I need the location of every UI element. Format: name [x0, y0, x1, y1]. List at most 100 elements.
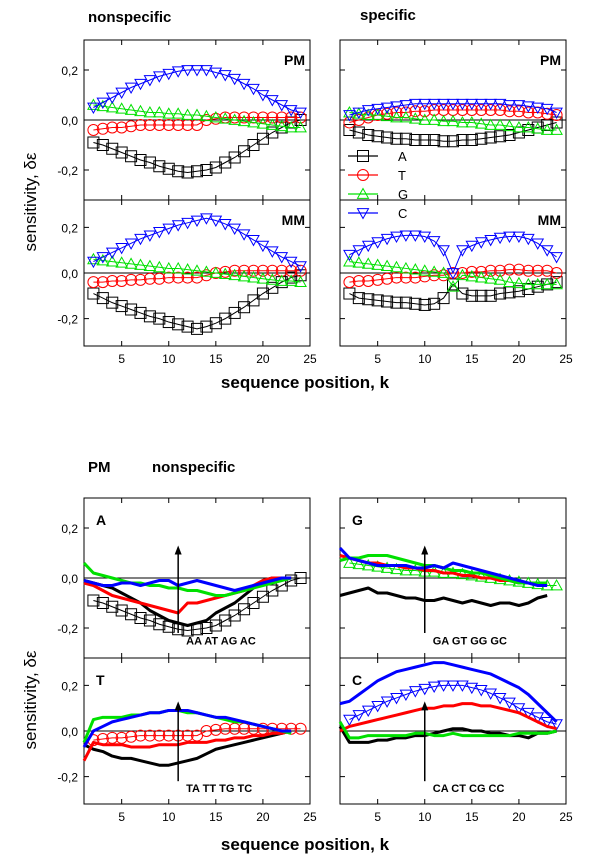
point-C	[503, 100, 516, 112]
point-C	[380, 102, 394, 115]
panel-tag: MM	[538, 212, 561, 228]
point-T	[275, 111, 288, 124]
point-A	[503, 129, 516, 141]
point-C	[474, 685, 488, 697]
point-C	[418, 98, 432, 111]
point-T	[106, 121, 119, 134]
point-T	[512, 105, 525, 118]
point-C	[124, 238, 138, 250]
y-tick-label: -0,2	[57, 622, 78, 636]
series-GA	[339, 586, 548, 607]
point-A	[409, 297, 422, 310]
point-G	[390, 260, 403, 273]
point-C	[437, 680, 450, 692]
panel-bottom-T: -0,2 0,0 0,2 5 10 15 20 25 T TA TT TG TC	[57, 657, 317, 824]
x-tick-label: 25	[559, 810, 573, 824]
point-G	[162, 107, 176, 119]
point-C	[361, 705, 375, 717]
point-C	[380, 233, 394, 246]
point-A	[247, 139, 260, 151]
point-C	[361, 240, 375, 253]
point-C	[352, 245, 366, 257]
point-G	[521, 277, 535, 290]
point-C	[284, 256, 298, 269]
point-C	[390, 231, 403, 244]
x-tick-label: 25	[303, 352, 317, 366]
point-G	[190, 108, 204, 120]
point-A	[134, 306, 147, 319]
point-T	[125, 273, 138, 286]
point-A	[228, 151, 241, 164]
point-A	[256, 132, 269, 145]
point-G	[265, 273, 279, 285]
point-A	[191, 165, 203, 178]
point-C	[143, 230, 157, 242]
point-A	[106, 600, 119, 613]
point-A	[437, 135, 450, 148]
point-A	[200, 320, 213, 333]
point-G	[512, 120, 526, 133]
point-G	[181, 108, 194, 120]
point-A	[172, 165, 185, 178]
x-tick-label: 5	[118, 810, 125, 824]
point-T	[87, 276, 100, 289]
point-C	[503, 231, 516, 244]
series-AC	[83, 576, 292, 592]
point-G	[284, 120, 298, 133]
point-C	[162, 223, 176, 236]
point-C	[218, 70, 232, 82]
arrow-head	[421, 701, 429, 711]
y-tick-label: 0,2	[61, 221, 78, 235]
point-G	[380, 109, 394, 122]
point-G	[427, 265, 441, 277]
point-C	[284, 105, 298, 117]
point-C	[294, 261, 307, 273]
point-A	[343, 124, 356, 136]
y-tick-label: -0,2	[57, 313, 78, 327]
point-C	[265, 246, 279, 258]
point-G	[418, 264, 432, 276]
point-A	[87, 136, 100, 149]
point-C	[484, 98, 498, 111]
point-G	[408, 112, 422, 124]
point-A	[125, 150, 138, 163]
point-C	[343, 249, 356, 262]
panel-tag: PM	[284, 52, 305, 68]
point-C	[399, 100, 413, 112]
point-C	[105, 92, 119, 105]
point-G	[399, 261, 413, 274]
point-T	[456, 267, 469, 279]
point-C	[474, 237, 488, 249]
point-A	[512, 285, 525, 298]
series-AG	[82, 561, 292, 597]
point-T	[437, 269, 450, 282]
panel-bottom-A: -0,2 0,0 0,2 A AA AT AG AC	[57, 497, 311, 659]
point-C	[256, 90, 270, 102]
point-A	[494, 130, 507, 143]
series-CG	[338, 721, 557, 740]
point-A	[143, 310, 156, 323]
series-TC	[82, 708, 292, 748]
point-C	[124, 82, 138, 95]
point-A	[465, 134, 478, 146]
point-T	[352, 274, 365, 287]
point-T	[172, 119, 185, 131]
point-G	[237, 269, 251, 282]
x-tick-label: 15	[465, 810, 479, 824]
point-C	[540, 245, 554, 257]
point-C	[456, 680, 469, 692]
point-G	[418, 113, 432, 125]
point-A	[125, 608, 138, 621]
point-G	[456, 115, 469, 128]
point-T	[219, 722, 232, 735]
legend-label-T: T	[398, 168, 406, 183]
point-T	[494, 264, 507, 277]
y-tick-label: 0,0	[61, 572, 78, 586]
point-G	[96, 99, 110, 112]
point-T	[409, 271, 422, 284]
point-C	[87, 256, 100, 269]
point-T	[475, 104, 488, 116]
point-A	[381, 131, 394, 144]
point-C	[87, 102, 100, 115]
arrow-head	[174, 545, 182, 555]
